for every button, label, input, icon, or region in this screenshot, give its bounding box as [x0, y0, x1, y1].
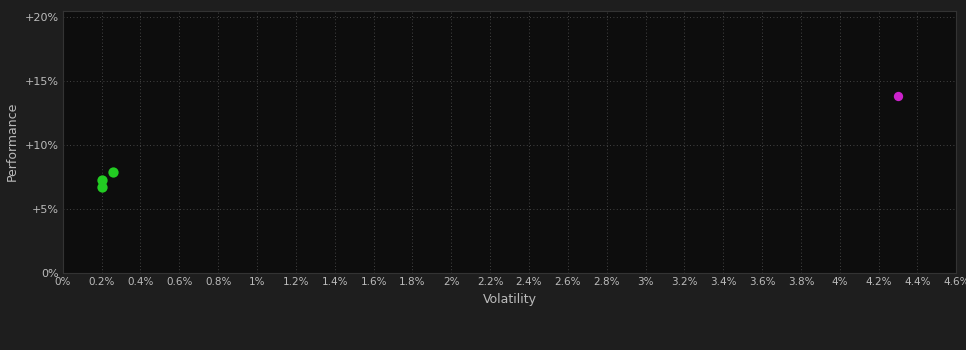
Point [105, 169, 121, 175]
Y-axis label: Performance: Performance [6, 102, 19, 181]
Point [94, 184, 109, 190]
Point [94, 177, 109, 182]
Point [891, 93, 906, 99]
X-axis label: Volatility: Volatility [483, 293, 536, 306]
